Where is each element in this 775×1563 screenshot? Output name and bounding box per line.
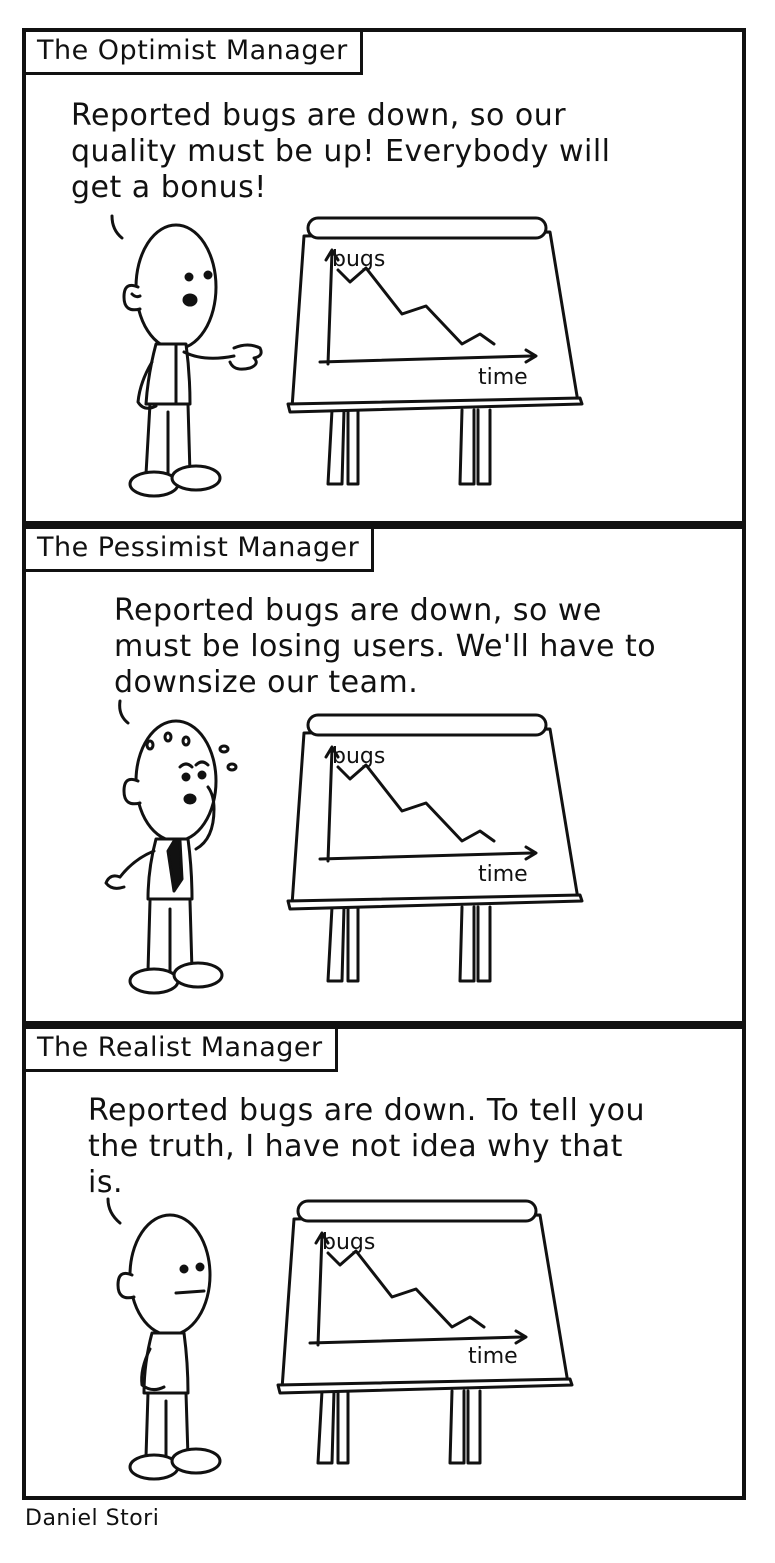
- chart-ylabel: bugs: [332, 744, 385, 769]
- comic-panel-pessimist: The Pessimist Manager Reported bugs are …: [22, 525, 746, 1025]
- chart-xlabel: time: [468, 1344, 518, 1369]
- speech-text: Reported bugs are down, so our quality m…: [71, 98, 611, 205]
- panel-title: The Pessimist Manager: [26, 529, 375, 572]
- panel-title: The Optimist Manager: [26, 32, 363, 75]
- manager-and-easel-drawing: bugs time: [110, 214, 584, 498]
- chart-xlabel: time: [478, 365, 528, 390]
- speech-text: Reported bugs are down. To tell you the …: [88, 1093, 645, 1200]
- artist-signature: Daniel Stori: [25, 1506, 160, 1531]
- comic-panel-realist: The Realist Manager Reported bugs are do…: [22, 1025, 746, 1500]
- manager-and-easel-drawing: bugs time: [104, 699, 584, 995]
- chart-xlabel: time: [478, 862, 528, 887]
- chart-ylabel: bugs: [322, 1230, 375, 1255]
- speech-text: Reported bugs are down, so we must be lo…: [114, 593, 657, 700]
- comic-panel-optimist: The Optimist Manager Reported bugs are d…: [22, 28, 746, 525]
- chart-ylabel: bugs: [332, 247, 385, 272]
- panel-title: The Realist Manager: [26, 1029, 338, 1072]
- manager-and-easel-drawing: bugs time: [106, 1197, 574, 1481]
